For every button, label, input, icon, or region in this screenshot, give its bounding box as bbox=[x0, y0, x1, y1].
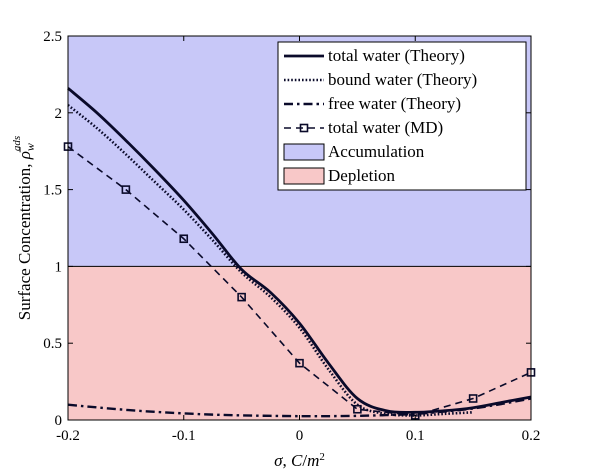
legend-label-depletion: Depletion bbox=[328, 166, 396, 185]
legend-label-free-water-theory: free water (Theory) bbox=[328, 94, 461, 113]
x-tick-label: -0.1 bbox=[172, 428, 196, 444]
legend: total water (Theory) bound water (Theory)… bbox=[277, 41, 527, 191]
legend-items: total water (Theory) bound water (Theory)… bbox=[283, 46, 477, 185]
x-axis-label: σ, C/m2 bbox=[274, 451, 325, 470]
legend-box bbox=[277, 41, 527, 191]
ticks-layer: -0.2 -0.1 0 0.1 0.2 0 0.5 1 1.5 2 2.5 bbox=[43, 29, 540, 444]
y-tick-label: 1.5 bbox=[43, 183, 62, 199]
data-point-total-water-md bbox=[179, 234, 189, 244]
series-line-total-water-md bbox=[67, 145, 532, 417]
x-tick-label: 0 bbox=[296, 428, 304, 444]
data-point-total-water-md bbox=[468, 394, 478, 403]
legend-label-total-water-theory: total water (Theory) bbox=[328, 46, 465, 65]
legend-marker-total-water-md bbox=[299, 123, 309, 133]
x-tick-label: 0.2 bbox=[522, 428, 541, 444]
legend-label-accumulation: Accumulation bbox=[328, 142, 425, 161]
y-axis-label: Surface Concentration, ρ̄wads bbox=[11, 136, 37, 320]
data-point-total-water-md bbox=[295, 358, 304, 368]
legend-swatch-depletion bbox=[283, 167, 325, 185]
legend-label-bound-water-theory: bound water (Theory) bbox=[328, 70, 477, 89]
y-tick-label: 2.5 bbox=[43, 29, 62, 45]
legend-swatch-accumulation bbox=[283, 143, 325, 161]
series-line-total-water-theory bbox=[67, 87, 532, 414]
data-point-total-water-md bbox=[121, 185, 131, 194]
y-tick-label: 1 bbox=[55, 259, 63, 275]
y-tick-label: 0.5 bbox=[43, 336, 62, 352]
region-depletion bbox=[68, 266, 531, 420]
y-tick-label: 0 bbox=[55, 413, 63, 429]
data-point-total-water-md bbox=[353, 404, 362, 414]
series-line-bound-water-theory bbox=[67, 104, 474, 417]
x-tick-label: 0.1 bbox=[406, 428, 425, 444]
data-point-total-water-md bbox=[237, 292, 246, 302]
y-tick-label: 2 bbox=[55, 106, 63, 122]
x-tick-label: -0.2 bbox=[56, 428, 80, 444]
legend-label-total-water-md: total water (MD) bbox=[328, 118, 443, 137]
